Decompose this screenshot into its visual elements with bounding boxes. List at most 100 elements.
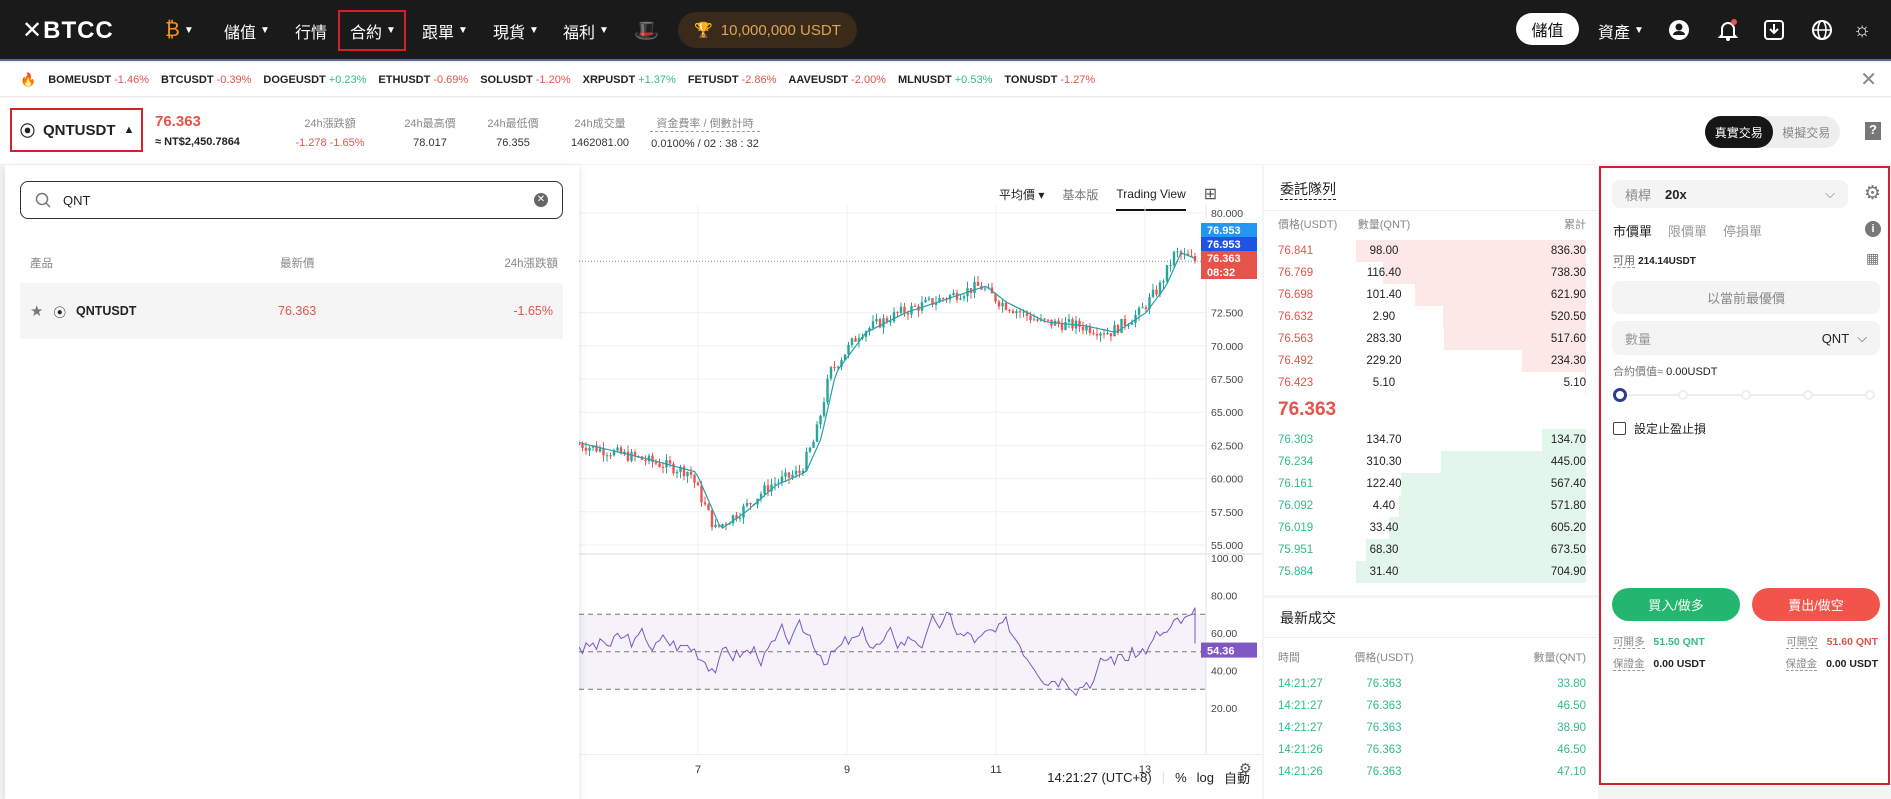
- help-icon[interactable]: ?: [1865, 122, 1881, 140]
- search-input[interactable]: QNT ✕: [20, 181, 563, 219]
- candle: [1109, 333, 1113, 337]
- candle: [630, 452, 633, 461]
- candle: [1071, 319, 1074, 329]
- globe-icon[interactable]: [1810, 18, 1834, 42]
- bid-row[interactable]: 75.951 68.30 673.50: [1264, 539, 1598, 561]
- download-icon[interactable]: [1762, 18, 1786, 42]
- percent-toggle[interactable]: %: [1175, 769, 1187, 785]
- ticker-item[interactable]: MLNUSDT +0.53%: [897, 73, 993, 86]
- best-price-field[interactable]: 以當前最優價: [1612, 281, 1880, 314]
- gear-icon[interactable]: ⚙: [1864, 183, 1882, 204]
- stat-funding[interactable]: 資金費率 / 倒數計時 0.0100% / 02 : 38 : 32: [650, 115, 760, 150]
- bid-row[interactable]: 76.092 4.40 571.80: [1264, 495, 1598, 517]
- real-trade-tab[interactable]: 真實交易: [1705, 116, 1773, 148]
- price-tag-last-bg: [1201, 251, 1257, 265]
- demo-trade-tab[interactable]: 模擬交易: [1782, 125, 1831, 140]
- trades-title: 最新成交: [1280, 610, 1336, 626]
- nav-deposit[interactable]: 儲值 ▼: [224, 24, 270, 42]
- ticker-item[interactable]: ETHUSDT -0.69%: [378, 73, 469, 86]
- ask-row[interactable]: 76.841 98.00 836.30: [1264, 240, 1598, 262]
- nav-spot[interactable]: 現貨 ▼: [493, 24, 539, 42]
- orderbook-title[interactable]: 委託隊列: [1280, 179, 1336, 200]
- trade-row: 14:21:27 76.363 38.90: [1278, 722, 1586, 734]
- bid-row[interactable]: 76.161 122.40 567.40: [1264, 473, 1598, 495]
- candle: [696, 482, 700, 486]
- candle: [913, 305, 917, 307]
- candle: [808, 447, 812, 452]
- candle: [952, 292, 955, 296]
- tab-market[interactable]: 市價單: [1613, 224, 1653, 239]
- ask-row[interactable]: 76.563 283.30 517.60: [1264, 328, 1598, 350]
- nav-copy-trade[interactable]: 跟單 ▼: [422, 24, 468, 42]
- tab-stop[interactable]: 停損單: [1723, 224, 1763, 239]
- ticker-item[interactable]: DOGEUSDT +0.23%: [263, 73, 367, 86]
- hat-icon[interactable]: 🎩: [634, 20, 659, 42]
- star-icon[interactable]: ★: [30, 303, 44, 320]
- candle: [1123, 318, 1127, 326]
- tradingview-tab[interactable]: Trading View: [1116, 177, 1186, 211]
- ticker-item[interactable]: AAVEUSDT -2.00%: [788, 73, 886, 86]
- ask-row[interactable]: 76.698 101.40 621.90: [1264, 284, 1598, 306]
- user-icon[interactable]: [1667, 18, 1691, 42]
- quantity-input[interactable]: 數量 QNT ⌵: [1612, 321, 1880, 355]
- candle: [1015, 311, 1018, 314]
- ticker-item[interactable]: TONUSDT -1.27%: [1004, 73, 1096, 86]
- candle: [679, 466, 682, 472]
- candle: [654, 462, 658, 464]
- layout-grid-icon[interactable]: ⊞: [1203, 186, 1218, 203]
- bell-icon[interactable]: [1716, 18, 1740, 42]
- ticker-item[interactable]: FETUSDT -2.86%: [687, 73, 777, 86]
- percent-slider[interactable]: [1613, 388, 1875, 402]
- symbol-selector[interactable]: ⦿ QNTUSDT ▲: [10, 108, 143, 152]
- sell-short-button[interactable]: 賣出/做空: [1752, 588, 1880, 621]
- tpsl-checkbox[interactable]: [1613, 422, 1626, 435]
- nav-rewards[interactable]: 福利 ▼: [563, 24, 609, 42]
- candle: [780, 476, 784, 483]
- nav-market[interactable]: 行情: [295, 24, 328, 42]
- candle: [815, 424, 819, 442]
- bid-row[interactable]: 75.884 31.40 704.90: [1264, 561, 1598, 583]
- clear-icon[interactable]: ✕: [534, 193, 548, 207]
- avg-price-dropdown[interactable]: 平均價 ▾: [999, 187, 1045, 202]
- bid-row[interactable]: 76.303 134.70 134.70: [1264, 429, 1598, 451]
- buy-long-button[interactable]: 買入/做多: [1612, 588, 1740, 621]
- ticker-item[interactable]: BTCUSDT -0.39%: [161, 73, 252, 86]
- candlestick-chart[interactable]: 7 9 11 13 80.000 72.500 70.000 67.500 65.000 62.5…: [579, 205, 1262, 799]
- slider-handle[interactable]: [1613, 388, 1627, 402]
- btcc-logo[interactable]: ✕ BTCC: [22, 16, 114, 45]
- sun-icon[interactable]: ☼: [1852, 18, 1872, 41]
- candle: [787, 472, 791, 478]
- calculator-icon[interactable]: ▦: [1866, 250, 1880, 266]
- candle: [850, 338, 854, 345]
- bid-row[interactable]: 76.234 310.30 445.00: [1264, 451, 1598, 473]
- ticker-item[interactable]: XRPUSDT +1.37%: [582, 73, 676, 86]
- info-icon[interactable]: i: [1865, 221, 1881, 237]
- demo-balance-pill[interactable]: 🏆 10,000,000 USDT: [678, 12, 857, 48]
- assets-menu[interactable]: 資產 ▼: [1598, 24, 1644, 42]
- ask-row[interactable]: 76.632 2.90 520.50: [1264, 306, 1598, 328]
- search-result-row[interactable]: ★ ⦿ QNTUSDT 76.363 -1.65%: [20, 283, 563, 339]
- close-icon[interactable]: ✕: [1860, 69, 1877, 91]
- tab-limit[interactable]: 限價單: [1668, 224, 1708, 239]
- leverage-select[interactable]: 槓桿 20x ⌵: [1612, 180, 1848, 208]
- candle: [609, 455, 612, 457]
- ticker-item[interactable]: BOMEUSDT -1.46%: [48, 73, 149, 86]
- nav-contract[interactable]: 合約 ▼: [350, 24, 396, 42]
- basic-view-tab[interactable]: 基本版: [1062, 187, 1099, 202]
- ask-row[interactable]: 76.423 5.10 5.10: [1264, 372, 1598, 394]
- price-tick: 55.000: [1211, 540, 1243, 552]
- trade-row: 14:21:27 76.363 33.80: [1278, 678, 1586, 690]
- auto-toggle[interactable]: 自動: [1223, 770, 1250, 786]
- candle: [682, 466, 686, 477]
- log-toggle[interactable]: log: [1196, 769, 1214, 785]
- candle: [588, 447, 591, 451]
- ask-row[interactable]: 76.492 229.20 234.30: [1264, 350, 1598, 372]
- bid-row[interactable]: 76.019 33.40 605.20: [1264, 517, 1598, 539]
- stat-volume: 24h成交量 1462081.00: [570, 118, 630, 149]
- price-tick: 67.500: [1211, 374, 1243, 386]
- chevron-down-icon[interactable]: ⌵: [1857, 330, 1867, 345]
- ticker-item[interactable]: SOLUSDT -1.20%: [480, 73, 571, 86]
- bitcoin-menu[interactable]: ₿ ▼: [165, 19, 194, 41]
- deposit-button[interactable]: 儲值: [1516, 13, 1579, 45]
- ask-row[interactable]: 76.769 116.40 738.30: [1264, 262, 1598, 284]
